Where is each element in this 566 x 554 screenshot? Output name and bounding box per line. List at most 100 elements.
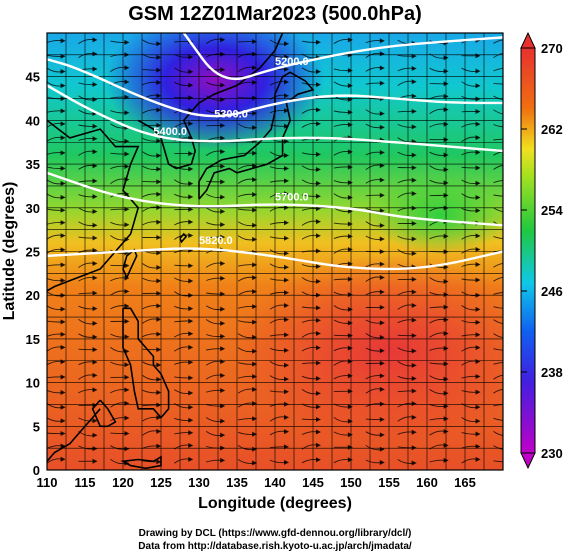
figure-title: GSM 12Z01Mar2023 (500.0hPa) [128, 3, 422, 25]
x-tick-label: 125 [150, 475, 172, 490]
streamline-arrow [188, 390, 194, 396]
height-contour [182, 33, 503, 81]
streamline-arrow [379, 223, 385, 229]
streamline-arrow [252, 401, 258, 407]
streamline [493, 39, 503, 44]
streamline-arrow [252, 65, 258, 71]
streamline-arrow [284, 250, 290, 256]
streamline-arrow [188, 456, 194, 462]
streamline-arrow [379, 65, 385, 71]
streamline-arrow [188, 430, 194, 436]
streamline-arrow [379, 80, 385, 86]
streamline-arrow [507, 137, 512, 142]
streamline-arrow [284, 303, 290, 309]
streamline-arrow [507, 321, 512, 326]
streamline-arrow [156, 234, 162, 240]
streamline-arrow [156, 264, 162, 270]
streamline-arrow [347, 276, 353, 282]
streamline-arrow [475, 135, 481, 141]
streamline-arrow [475, 195, 481, 201]
streamline-arrow [475, 374, 481, 380]
streamline-arrow [475, 233, 481, 239]
streamline-arrow [475, 208, 481, 214]
y-tick-label: 45 [26, 70, 40, 85]
colorbar-tick-label: 246 [541, 284, 563, 299]
streamline [493, 388, 503, 394]
streamline-arrow [60, 262, 66, 268]
coastline [137, 33, 284, 170]
streamline-arrow [475, 306, 481, 312]
streamline-arrow [220, 333, 226, 339]
streamline-arrow [379, 38, 385, 44]
streamline-arrow [220, 82, 226, 88]
x-tick-label: 130 [188, 475, 210, 490]
streamline-arrow [379, 192, 385, 198]
x-tick-label: 160 [416, 475, 438, 490]
coastline [122, 307, 170, 419]
x-tick-label: 120 [112, 475, 134, 490]
streamline-arrow [252, 304, 258, 310]
streamline-arrow [507, 66, 512, 71]
streamline-arrow [315, 107, 321, 113]
streamline [493, 292, 503, 295]
streamline-arrow [507, 360, 512, 365]
streamline-arrow [475, 418, 481, 424]
streamline-arrow [188, 344, 194, 350]
streamline-arrow [284, 429, 290, 435]
streamline-arrow [60, 150, 66, 156]
streamline-arrow [92, 222, 98, 228]
streamline-arrow [252, 163, 258, 169]
streamline-arrow [475, 68, 481, 74]
streamline-arrow [284, 235, 290, 241]
streamline-arrow [411, 152, 417, 158]
streamline-arrow [507, 402, 512, 407]
streamline-arrow [475, 389, 481, 395]
streamline-arrow [252, 460, 258, 466]
streamline-arrow [92, 208, 98, 214]
streamline-arrow [188, 151, 194, 157]
streamline-arrow [475, 443, 481, 449]
green-tongue-shading [370, 175, 503, 255]
streamline-arrow [475, 319, 481, 325]
streamline-arrow [252, 262, 258, 268]
streamline-arrow [284, 332, 290, 338]
colorbar-top-arrow [520, 31, 536, 49]
streamline-arrow [347, 432, 353, 438]
streamline-arrow [347, 418, 353, 424]
streamline-arrow [60, 194, 66, 200]
map-plot-area: 5200.0 5300.0 5400.0 5700.0 5820.0 [47, 33, 512, 470]
streamline [493, 53, 503, 59]
streamline-arrow [507, 51, 512, 56]
y-tick-label: 20 [26, 288, 40, 303]
streamline-arrow [92, 123, 98, 129]
contour-label: 5300.0 [214, 108, 248, 120]
streamline-arrow [411, 445, 417, 451]
streamline [493, 95, 503, 100]
streamline-arrow [284, 220, 290, 226]
streamline-arrow [347, 320, 353, 326]
streamline-arrow [220, 275, 226, 281]
streamline-arrow [315, 442, 321, 448]
streamline-arrow [475, 332, 481, 338]
streamline-arrow [284, 191, 290, 197]
streamline-arrow [188, 95, 194, 101]
streamline-arrow [347, 233, 353, 239]
streamline-arrow [347, 83, 353, 89]
streamline-arrow [92, 194, 98, 200]
height-contour [47, 171, 503, 227]
colorbar-tick-label: 238 [541, 365, 563, 380]
streamline-arrow [475, 247, 481, 253]
x-tick-label: 145 [302, 475, 324, 490]
streamline-arrow [379, 432, 385, 438]
colorbar-tick-label: 254 [541, 203, 563, 218]
plot-frame [46, 32, 504, 471]
streamline-arrow [60, 456, 66, 462]
streamline-arrow [507, 124, 512, 129]
streamline-arrow [156, 362, 162, 368]
streamline-arrow [60, 344, 66, 350]
streamline [493, 361, 503, 365]
streamline [493, 138, 503, 141]
streamline-arrow [60, 247, 66, 253]
streamline-arrow [379, 320, 385, 326]
streamline-arrow [411, 376, 417, 382]
